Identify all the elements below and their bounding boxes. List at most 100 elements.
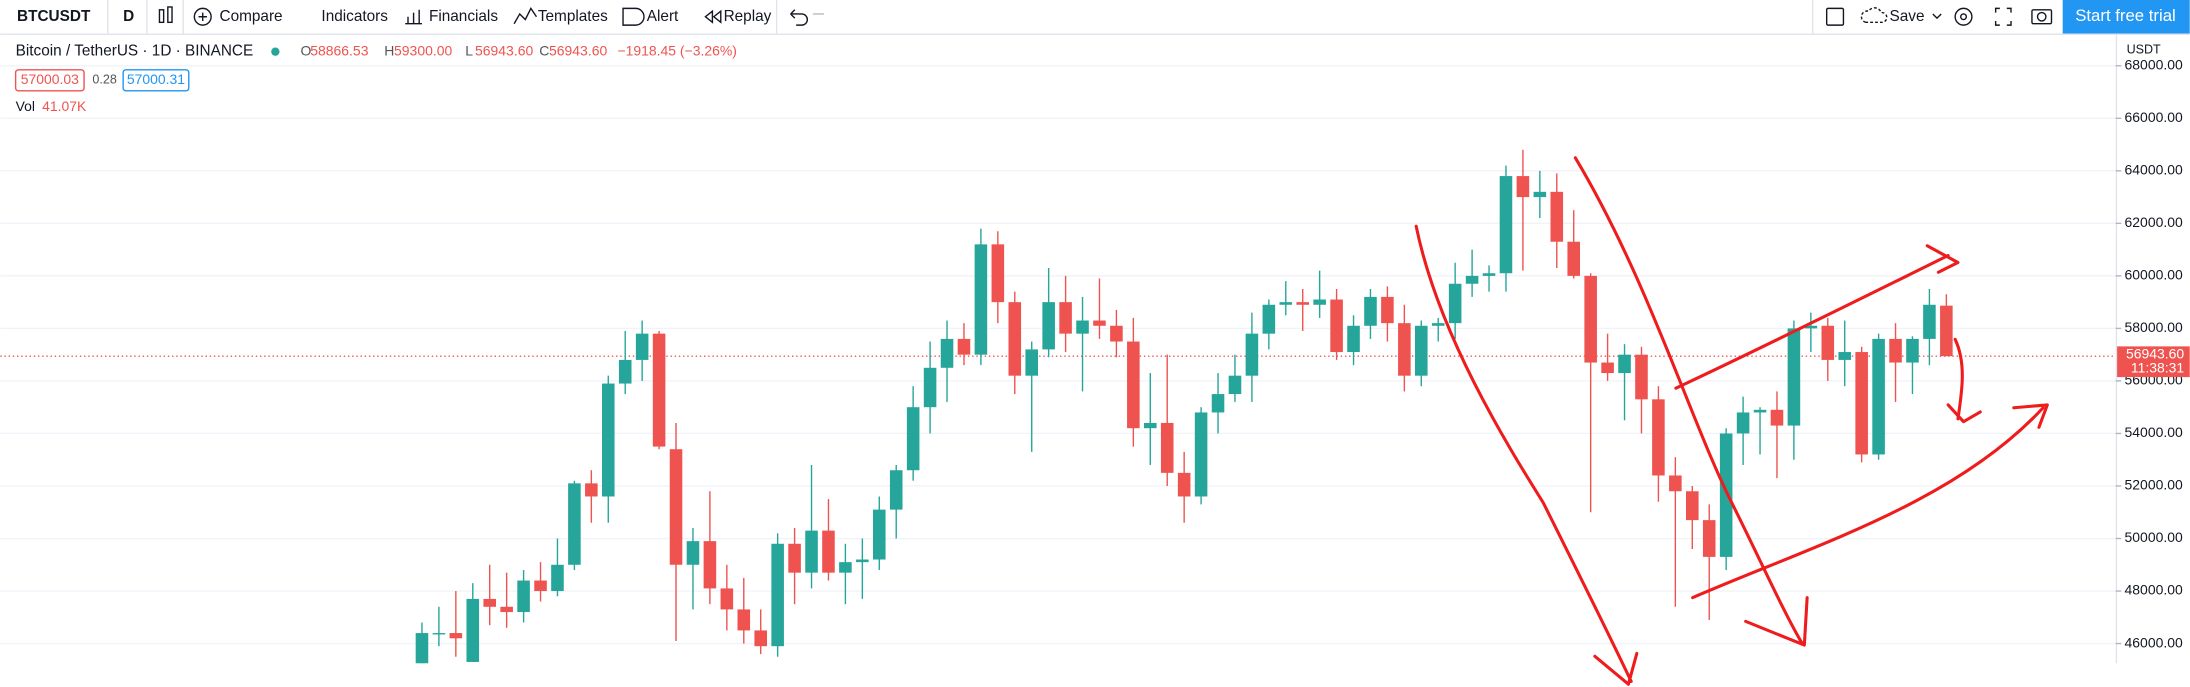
candle-body [1025,349,1039,376]
candle-body [1821,325,1835,360]
ohlc-value: 59300.00 [394,42,452,58]
candle-body [1448,283,1462,324]
candle-body [1143,422,1157,429]
last-price-label: 56943.60 [2126,345,2184,361]
candle-body [1398,323,1411,376]
candle-body [1652,399,1665,476]
candle-body [1838,352,1852,360]
volume: 41.07K [42,98,87,114]
candle-body [500,606,513,613]
hand-drawn-arrows [1414,156,2049,686]
candle-body [669,449,683,565]
candle-body [1889,338,1902,363]
candle-body [618,359,632,384]
candle-body [1906,338,1919,363]
candle-body [1702,520,1716,557]
candle-body [703,541,717,589]
candle-body [1127,341,1140,429]
toolbar-icons [107,0,2053,34]
candle-body [856,559,869,563]
interval[interactable]: D [123,8,134,25]
toolbar-item[interactable]: Indicators [321,8,388,25]
candle-body [1262,304,1276,334]
candle-body [974,244,988,355]
candle-body [1719,433,1733,557]
toolbar-item[interactable]: Compare [219,8,282,25]
candle-body [906,407,920,471]
candle-body [1804,325,1818,329]
candles [415,149,1953,664]
volume-label: Vol [16,98,35,114]
candle-body [1076,320,1089,334]
candle-body [635,333,649,360]
candle-body [923,367,937,408]
last-price-box [2117,346,2190,378]
y-tick-label: 64000.00 [2125,162,2183,178]
ohlc-key: H [384,42,394,58]
candle-body [1635,354,1648,400]
cta-button[interactable] [2062,0,2190,34]
candle-body [720,588,734,610]
y-tick-label: 66000.00 [2125,109,2183,125]
toolbar-item[interactable]: Financials [429,8,498,25]
ohlc-key: C [539,42,549,58]
y-tick-label: 60000.00 [2125,267,2183,283]
candle-body [449,633,463,639]
candle-body [889,470,903,510]
candle-body [1296,302,1310,305]
candle-body [1008,302,1022,376]
candle-body [1516,176,1530,198]
candle-body [788,543,801,573]
ohlc-key: O [300,42,311,58]
candle-body [1313,299,1326,305]
toolbar-item[interactable]: Templates [538,8,608,25]
y-tick-label: 50000.00 [2125,529,2183,545]
spread: 0.28 [92,73,116,87]
candle-body [822,530,835,573]
change: −1918.45 (−3.26%) [617,42,736,58]
candle-body [652,333,666,447]
candle-body [1194,412,1208,497]
grid [0,65,2116,645]
bid: 57000.03 [21,71,79,87]
candle-body [585,483,598,497]
symbol[interactable]: BTCUSDT [17,8,91,25]
candle-body [1872,338,1885,455]
ohlc-value: 56943.60 [475,42,533,58]
candle-body [1753,409,1767,413]
candle-body [805,530,818,573]
toolbar-item[interactable]: Alert [647,8,679,25]
candle-body [1414,325,1428,376]
candle-body [991,244,1005,303]
ohlc-value: 58866.53 [310,42,368,58]
y-tick-label: 58000.00 [2125,319,2183,335]
candle-body [1482,273,1496,276]
candle-body [1923,304,1936,339]
candle-body [839,562,852,573]
candle-body [551,564,564,592]
bid-box [14,69,85,92]
symbol-title: Bitcoin / TetherUS · 1D · BINANCE [16,43,254,60]
candle-body [1669,475,1682,492]
currency: USDT [2127,43,2161,57]
candle-body [1736,412,1750,434]
candle-body [1940,305,1953,357]
candle-body [415,633,429,664]
toolbar-item[interactable]: Replay [724,8,772,25]
candle-body [1533,191,1547,198]
candle-body [940,338,954,368]
ohlc-value: 56943.60 [549,42,607,58]
candle-body [1618,354,1631,374]
candle-body [1228,375,1242,395]
cta-label[interactable]: Start free trial [2075,6,2176,25]
candle-body [1347,325,1360,353]
save-button[interactable]: Save [1890,8,1925,25]
candle-body [1245,333,1259,376]
status-dot [271,47,280,56]
candle-body [601,383,615,497]
ohlc-key: L [465,42,473,58]
y-tick-label: 54000.00 [2125,424,2183,440]
candle-body [686,541,700,565]
ask: 57000.31 [127,71,185,87]
